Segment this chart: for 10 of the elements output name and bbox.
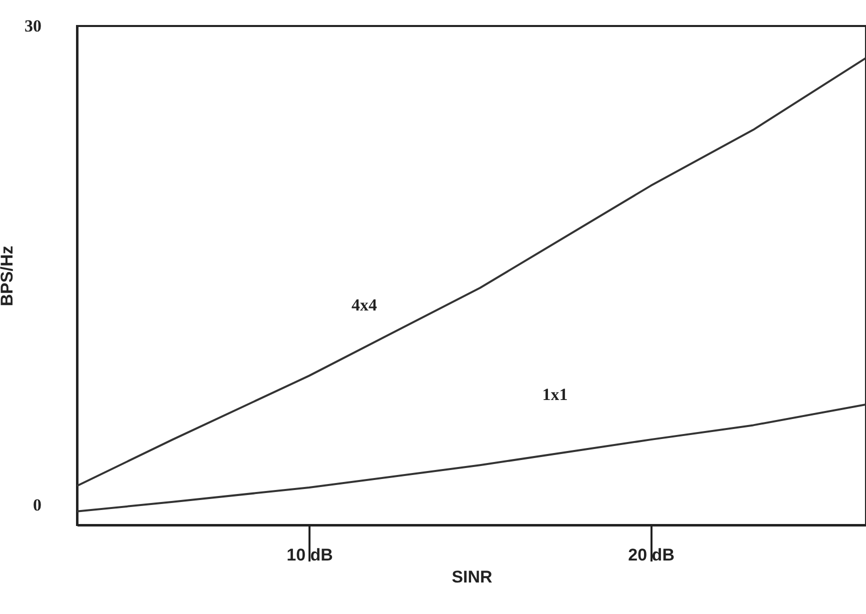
line-series <box>76 56 866 487</box>
series-label: 4x4 <box>352 296 378 315</box>
x-axis-title: SINR <box>452 568 492 586</box>
y-axis-title: BPS/Hz <box>0 246 16 306</box>
x-tick-label: 10 dB <box>286 546 333 564</box>
line-series <box>76 403 866 512</box>
x-tick-label: 20 dB <box>628 546 674 564</box>
y-tick-label: 30 <box>24 16 42 36</box>
text: 1x1 <box>542 385 568 404</box>
y-tick-label: 0 <box>33 496 42 515</box>
